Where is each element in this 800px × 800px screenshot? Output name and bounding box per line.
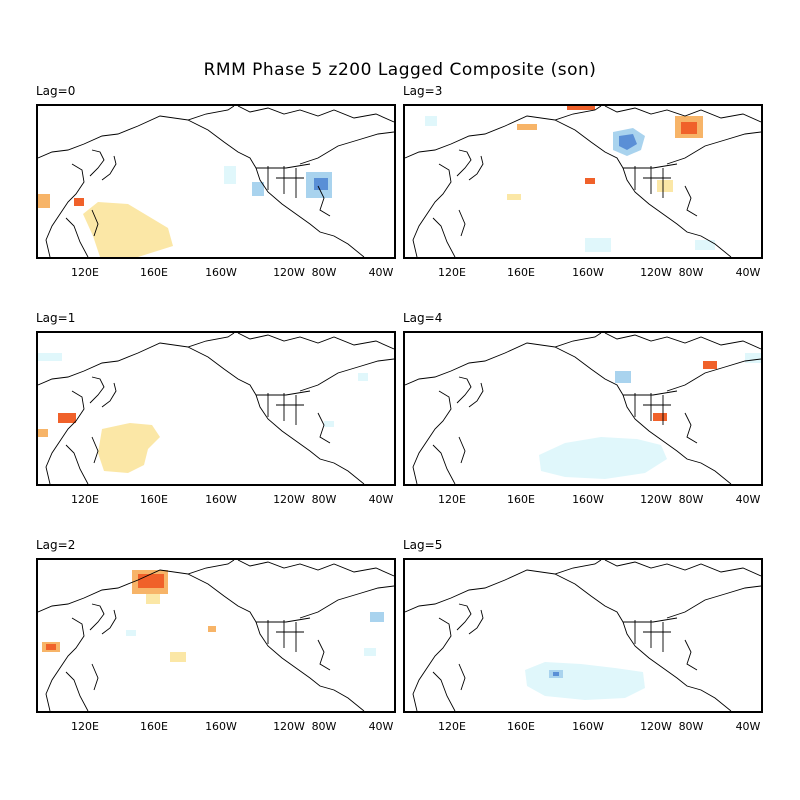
lon-tick-label: 120W <box>640 720 672 733</box>
lon-tick-label: 160E <box>140 266 168 279</box>
anomaly-shading <box>525 662 645 700</box>
map-frame <box>403 104 763 259</box>
panel-label: Lag=3 <box>403 84 443 98</box>
lon-tick-label: 120E <box>438 720 466 733</box>
lon-tick-label: 40W <box>735 266 761 279</box>
panel-lag-2: Lag=2 <box>36 538 396 733</box>
lon-tick-label: 160W <box>205 493 237 506</box>
map-frame <box>403 331 763 486</box>
lon-tick-label: 120W <box>273 266 305 279</box>
map-frame <box>403 558 763 713</box>
lon-tick-label: 160W <box>572 720 604 733</box>
panel-lag-3: Lag=3 <box>403 84 763 279</box>
lon-tick-label: 40W <box>368 493 394 506</box>
lon-tick-label: 160E <box>140 493 168 506</box>
panel-lag-4: Lag=4 120E <box>403 311 763 506</box>
map-canvas <box>405 560 761 711</box>
map-frame <box>36 104 396 259</box>
lon-tick-label: 120E <box>438 266 466 279</box>
panel-label: Lag=1 <box>36 311 76 325</box>
coastlines <box>38 560 394 711</box>
lon-tick-label: 40W <box>368 266 394 279</box>
lon-tick-label: 160W <box>205 720 237 733</box>
anomaly-shading <box>38 166 332 257</box>
lon-tick-label: 40W <box>368 720 394 733</box>
lon-tick-label: 160E <box>507 266 535 279</box>
lon-tick-label: 80W <box>311 720 337 733</box>
coastlines <box>38 106 394 257</box>
anomaly-shading <box>38 353 368 473</box>
lon-tick-label: 120W <box>640 266 672 279</box>
coastlines <box>38 333 394 484</box>
panel-label: Lag=5 <box>403 538 443 552</box>
lon-tick-label: 120E <box>438 493 466 506</box>
map-canvas <box>38 560 394 711</box>
lon-tick-label: 160E <box>507 493 535 506</box>
lon-tick-label: 120W <box>273 493 305 506</box>
map-frame <box>36 331 396 486</box>
lon-tick-label: 120E <box>71 266 99 279</box>
map-canvas <box>405 333 761 484</box>
lon-tick-label: 80W <box>678 720 704 733</box>
anomaly-shading <box>539 353 761 479</box>
lon-tick-label: 120E <box>71 493 99 506</box>
coastlines <box>405 333 761 484</box>
lon-tick-label: 160W <box>205 266 237 279</box>
panel-label: Lag=2 <box>36 538 76 552</box>
coastlines <box>405 560 761 711</box>
lon-tick-label: 80W <box>311 266 337 279</box>
lon-tick-label: 160W <box>572 493 604 506</box>
map-frame <box>36 558 396 713</box>
anomaly-shading <box>42 570 384 662</box>
lon-tick-label: 80W <box>678 493 704 506</box>
panel-lag-0: Lag=0 <box>36 84 396 279</box>
panel-label: Lag=4 <box>403 311 443 325</box>
map-canvas <box>38 333 394 484</box>
lon-tick-label: 120W <box>273 720 305 733</box>
map-canvas <box>405 106 761 257</box>
lon-tick-label: 160E <box>140 720 168 733</box>
lon-tick-label: 80W <box>311 493 337 506</box>
map-canvas <box>38 106 394 257</box>
lon-tick-label: 120W <box>640 493 672 506</box>
coastlines <box>405 106 761 257</box>
panel-label: Lag=0 <box>36 84 76 98</box>
lon-tick-label: 120E <box>71 720 99 733</box>
lon-tick-label: 40W <box>735 720 761 733</box>
lon-tick-label: 160W <box>572 266 604 279</box>
lon-tick-label: 160E <box>507 720 535 733</box>
chart-title: RMM Phase 5 z200 Lagged Composite (son) <box>203 60 597 80</box>
panel-lag-1: Lag=1 <box>36 311 396 506</box>
lon-tick-label: 80W <box>678 266 704 279</box>
lon-tick-label: 40W <box>735 493 761 506</box>
panel-lag-5: Lag=5 120E 160E 160W 1 <box>403 538 763 733</box>
anomaly-shading <box>425 106 715 252</box>
